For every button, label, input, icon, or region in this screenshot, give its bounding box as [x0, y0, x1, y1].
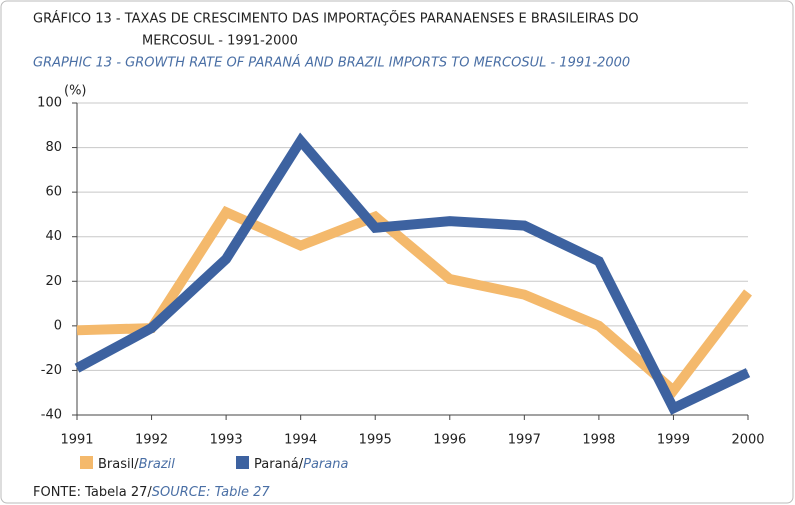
- x-tick-label: 1993: [210, 433, 243, 448]
- legend-label-en: Parana: [303, 457, 348, 472]
- source: FONTE: Tabela 27/SOURCE: Table 27: [33, 485, 270, 500]
- legend-label-en: Brazil: [139, 457, 176, 472]
- legend-label: Brasil/Brazil: [98, 457, 175, 472]
- y-tick-label: -20: [41, 363, 62, 378]
- x-tick-label: 1998: [582, 433, 615, 448]
- series-line: [76, 205, 752, 398]
- legend-label: Paraná/Parana: [254, 457, 348, 472]
- chart-subtitle: GRAPHIC 13 - GROWTH RATE OF PARANÁ AND B…: [33, 55, 630, 71]
- x-tick-label: 1994: [284, 433, 317, 448]
- y-tick-label: 40: [45, 229, 62, 244]
- y-tick-label: 60: [45, 185, 62, 200]
- legend-label-pt: Brasil/: [98, 457, 139, 472]
- chart-title: GRÁFICO 13 - TAXAS DE CRESCIMENTO DAS IM…: [33, 11, 639, 27]
- x-tick-label: 1997: [508, 433, 541, 448]
- x-tick-label: 1991: [60, 433, 93, 448]
- legend-label-pt: Paraná/: [254, 457, 304, 472]
- legend-swatch: [236, 456, 249, 469]
- chart-title: MERCOSUL - 1991-2000: [142, 34, 298, 49]
- source-pt: FONTE: Tabela 27/: [33, 485, 152, 500]
- y-axis-label: (%): [64, 84, 87, 99]
- y-tick-label: 80: [45, 140, 62, 155]
- series-line: [74, 132, 751, 415]
- x-tick-label: 2000: [731, 433, 764, 448]
- source-en: SOURCE: Table 27: [152, 485, 271, 500]
- x-tick-label: 1995: [359, 433, 392, 448]
- x-tick-label: 1999: [657, 433, 690, 448]
- x-tick-label: 1992: [135, 433, 168, 448]
- y-tick-label: -40: [41, 408, 62, 423]
- y-tick-label: 20: [45, 274, 62, 289]
- y-tick-label: 0: [54, 318, 62, 333]
- x-tick-label: 1996: [433, 433, 466, 448]
- legend-swatch: [80, 456, 93, 469]
- y-tick-label: 100: [37, 96, 62, 111]
